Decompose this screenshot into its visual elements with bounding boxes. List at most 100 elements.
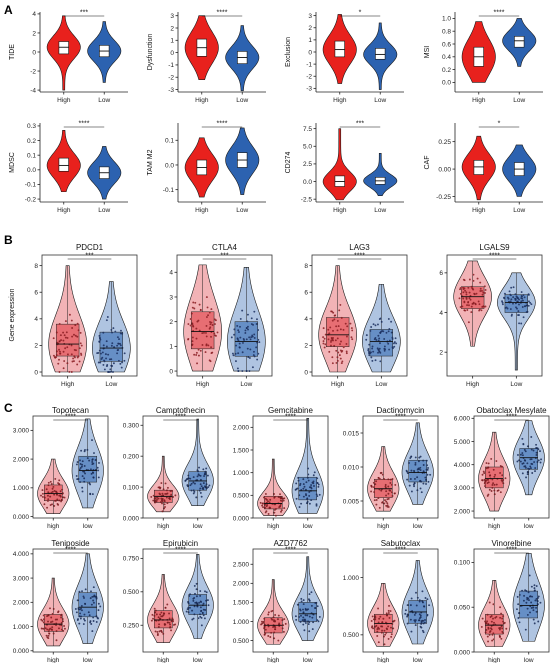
data-point [194, 301, 197, 304]
data-point [379, 342, 381, 345]
data-point [204, 470, 207, 473]
data-point [53, 504, 56, 507]
x-tick-label: Low [374, 97, 386, 104]
data-point [60, 614, 63, 617]
data-point [268, 507, 271, 510]
subplot-teniposide: Teniposide 4.000 3.000 2.000 1.000 0.000 high l… [13, 539, 109, 663]
y-tick-label: 0.25 [438, 139, 451, 146]
data-point [198, 303, 201, 306]
data-point [381, 621, 384, 624]
data-point [537, 595, 540, 598]
data-point [95, 597, 98, 600]
data-point [110, 344, 113, 347]
data-point [270, 631, 273, 634]
data-point [203, 617, 206, 620]
data-point [168, 612, 171, 615]
data-point [463, 309, 466, 312]
data-point [526, 607, 529, 610]
y-tick-label: 0.010 [343, 464, 360, 471]
data-point [202, 602, 205, 605]
data-point [199, 483, 202, 486]
data-point [90, 472, 93, 475]
data-point [250, 323, 253, 325]
data-point [205, 343, 208, 346]
data-point [44, 627, 47, 630]
data-point [463, 300, 466, 303]
data-point [98, 340, 101, 343]
data-point [294, 488, 297, 491]
data-point [59, 352, 61, 355]
subplot-gemcitabine: Gemcitabine 2.000 1.500 1.000 0.500 0.000 high… [233, 406, 329, 530]
data-point [340, 362, 343, 365]
data-point [516, 460, 519, 463]
data-point [372, 350, 375, 353]
data-point [539, 450, 541, 453]
plot-frame [41, 254, 138, 377]
data-point [186, 478, 189, 481]
data-point [246, 313, 249, 316]
y-axis-label: CD274 [285, 152, 292, 174]
data-point [315, 504, 318, 507]
data-point [59, 334, 62, 337]
y-tick-label: 4 [439, 310, 443, 317]
data-point [420, 620, 423, 623]
data-point [459, 286, 462, 289]
y-tick-label: 0.00 [438, 166, 451, 173]
data-point [379, 360, 382, 363]
data-point [51, 628, 54, 631]
data-point [530, 303, 533, 306]
data-point [526, 471, 529, 474]
data-point [389, 478, 392, 481]
data-point [316, 477, 319, 480]
data-point [81, 490, 84, 493]
data-point [524, 628, 527, 631]
y-axis-label: TIDE [9, 44, 16, 60]
data-point [112, 371, 114, 373]
data-point [418, 599, 421, 602]
x-tick-label: High [57, 207, 71, 214]
data-point [523, 465, 526, 468]
x-tick-label: high [157, 657, 170, 663]
data-point [62, 331, 65, 334]
data-point [50, 621, 52, 624]
data-point [520, 291, 523, 294]
data-point [491, 484, 494, 486]
data-point [208, 484, 211, 487]
data-point [172, 496, 175, 498]
data-point [196, 475, 199, 478]
data-point [87, 611, 90, 614]
data-point [258, 341, 261, 344]
data-point [412, 483, 415, 486]
data-point [191, 340, 194, 343]
subplot-dysfunction: Dysfunction 3 2 1 0 -1 -2 -3 High Low **** [147, 10, 266, 104]
data-point [264, 511, 267, 514]
x-tick-label: Low [510, 381, 522, 388]
data-point [413, 482, 416, 485]
data-point [484, 485, 486, 487]
data-point [466, 309, 469, 311]
data-point [311, 628, 314, 631]
data-point [77, 329, 80, 332]
data-point [64, 336, 67, 339]
subplot-title: Teniposide [51, 539, 90, 548]
y-tick-label: 1 [308, 37, 312, 44]
data-point [409, 457, 412, 459]
data-point [97, 602, 100, 605]
data-point [529, 458, 532, 461]
data-point [462, 286, 465, 289]
data-point [205, 296, 208, 299]
data-point [493, 489, 496, 492]
data-point [210, 352, 213, 355]
data-point [383, 643, 386, 646]
data-point [472, 288, 475, 291]
significance-label: * [498, 121, 501, 128]
data-point [63, 496, 66, 499]
data-point [56, 618, 59, 621]
data-point [518, 303, 520, 306]
box-low [375, 48, 386, 60]
data-point [249, 338, 252, 341]
data-point [170, 620, 173, 623]
data-point [156, 496, 159, 499]
data-point [310, 487, 313, 490]
data-point [98, 461, 100, 464]
